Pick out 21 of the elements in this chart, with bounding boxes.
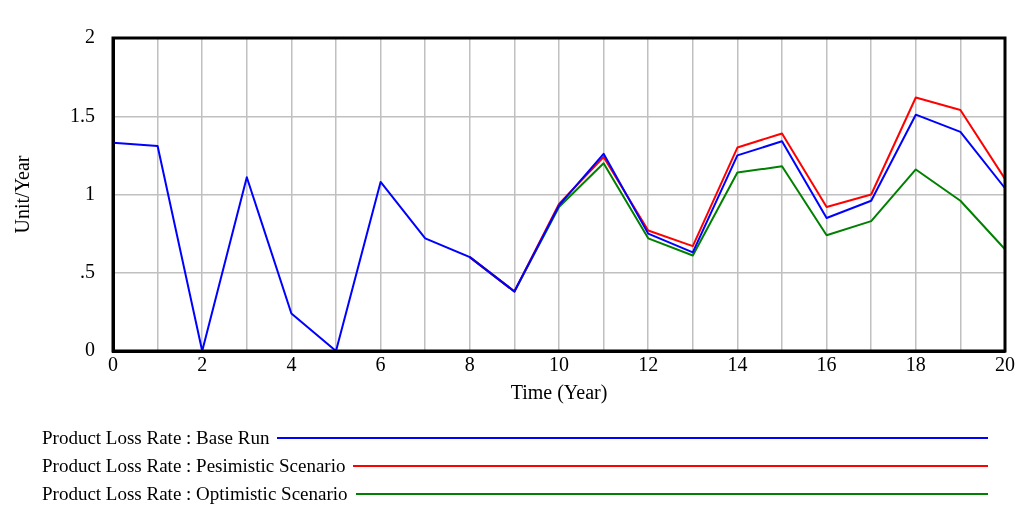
legend-label: Product Loss Rate : Pesimistic Scenario <box>42 455 346 477</box>
x-tick-label: 10 <box>549 353 569 376</box>
x-axis-title: Time (Year) <box>510 381 608 405</box>
legend-label: Product Loss Rate : Base Run <box>42 427 270 449</box>
x-tick-label: 12 <box>638 353 659 376</box>
y-tick-label: 2 <box>85 25 95 48</box>
x-tick-label: 4 <box>286 353 297 376</box>
y-tick-label: .5 <box>80 260 95 282</box>
legend-label: Product Loss Rate : Optimistic Scenario <box>42 483 348 505</box>
x-tick-label: 20 <box>995 353 1015 376</box>
x-tick-label: 6 <box>375 353 386 376</box>
x-tick-label: 14 <box>727 353 748 376</box>
y-tick-label: 0 <box>85 338 95 361</box>
y-tick-label: 1.5 <box>70 103 95 126</box>
x-tick-label: 0 <box>108 353 118 376</box>
y-axis-title: Unit/Year <box>11 155 34 234</box>
y-tick-label: 1 <box>85 181 95 204</box>
x-tick-label: 16 <box>816 353 837 376</box>
x-tick-label: 2 <box>197 353 208 376</box>
x-tick-label: 18 <box>905 353 926 376</box>
x-tick-label: 8 <box>464 353 475 376</box>
